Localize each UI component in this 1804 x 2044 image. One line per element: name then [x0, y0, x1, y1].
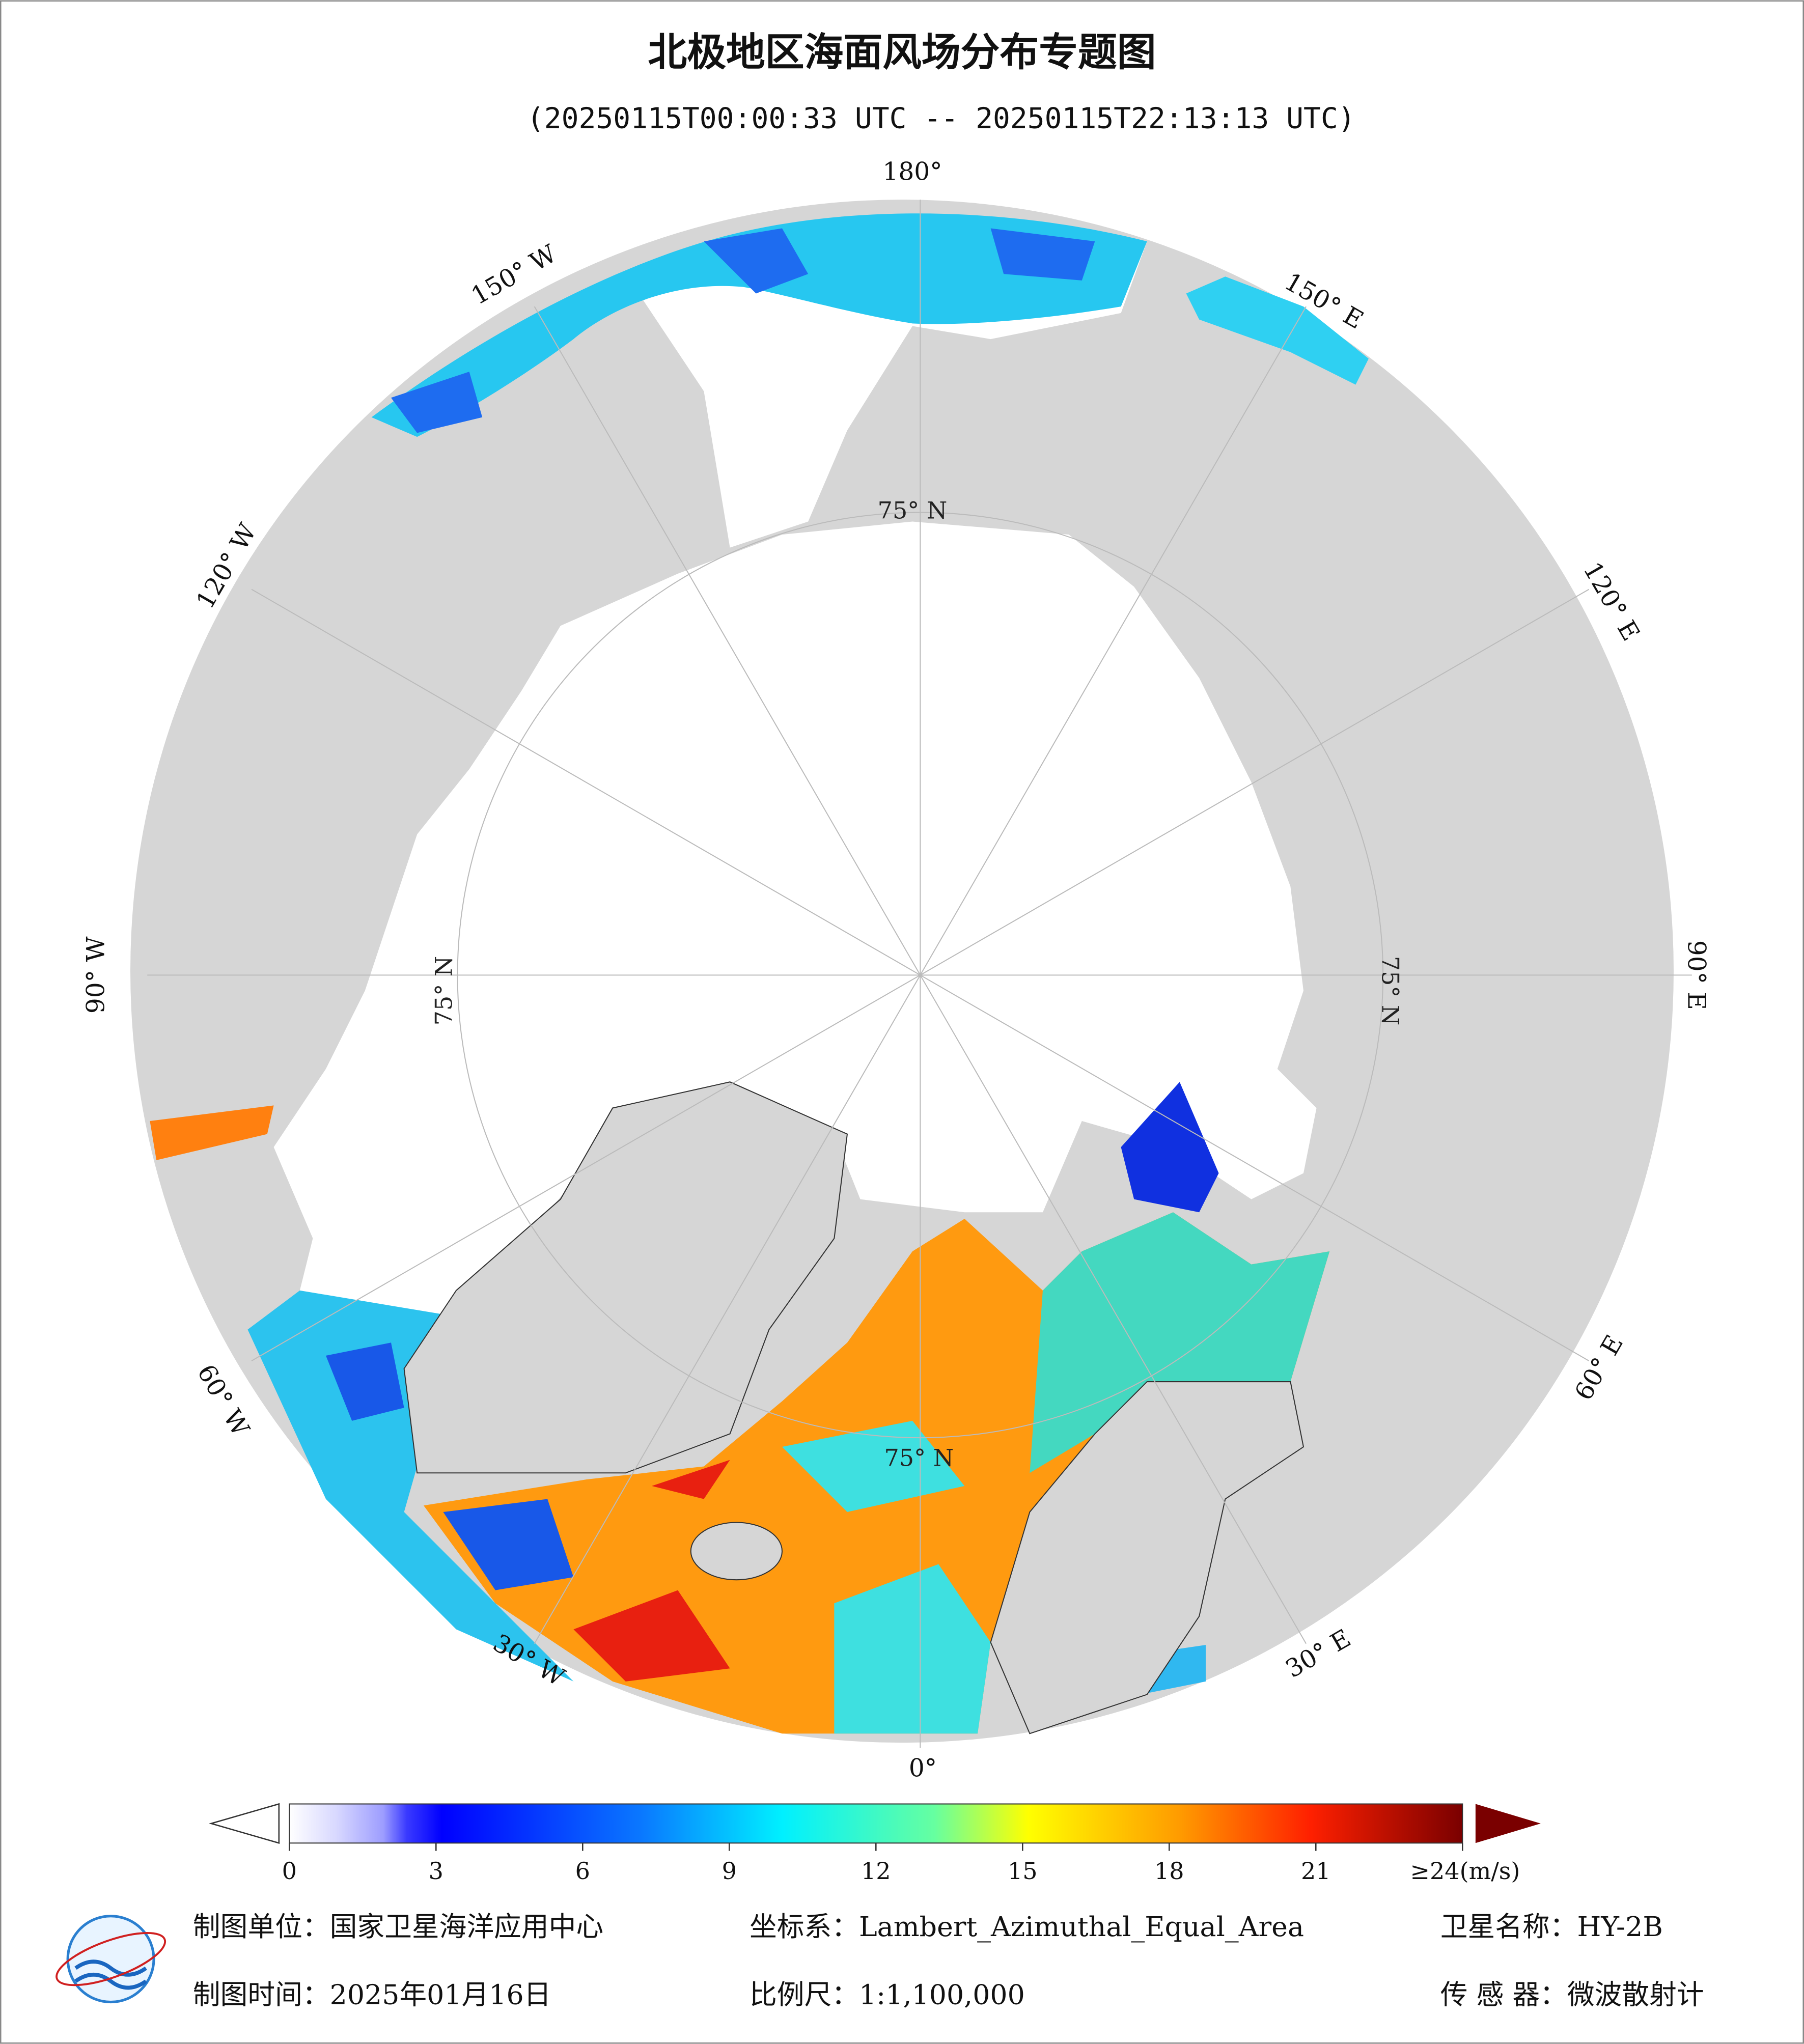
iceland — [690, 1522, 783, 1581]
lat-label: 75° N — [1376, 956, 1404, 1026]
greenland — [403, 1081, 848, 1474]
lon-label: 0° — [909, 1754, 937, 1782]
lat-label: 75° N — [884, 1444, 954, 1472]
graticule — [147, 200, 1692, 1748]
title: 北极地区海面风场分布专题图 — [648, 30, 1156, 75]
lon-label: 180° — [882, 157, 942, 186]
footer-scale: 比例尺：1:1,100,000 — [750, 1978, 1025, 2010]
wind-barents — [1030, 1212, 1330, 1473]
logo — [55, 1915, 166, 2004]
colorbar-tick-label: 0 — [282, 1857, 297, 1885]
colorbar-min-arrow — [209, 1803, 280, 1844]
lon-label: 90° E — [1682, 940, 1710, 1010]
scandinavia — [990, 1381, 1305, 1734]
footer-satellite: 卫星名称：HY-2B — [1440, 1911, 1663, 1943]
wind-labrador-low — [325, 1342, 574, 1590]
colorbar-tick-label: 21 — [1301, 1857, 1331, 1885]
footer: 制图单位：国家卫星海洋应用中心 坐标系：Lambert_Azimuthal_Eq… — [55, 1911, 1704, 2010]
colorbar-tick-label: ≥24(m/s) — [1410, 1857, 1520, 1885]
wind-high — [573, 1460, 730, 1682]
lat-label: 75° N — [878, 497, 948, 524]
lat-label: 75° N — [430, 956, 458, 1026]
wind-kara — [1121, 1082, 1219, 1213]
footer-coord: 坐标系：Lambert_Azimuthal_Equal_Area — [750, 1911, 1304, 1943]
wind-okhotsk — [1186, 276, 1369, 385]
colorbar-tick-label: 3 — [429, 1857, 443, 1885]
wind-labrador — [247, 1290, 574, 1682]
wind-norwegian — [782, 1420, 991, 1734]
map — [130, 200, 1692, 1748]
lon-label: 90° W — [81, 937, 110, 1014]
colorbar: 0 3 6 9 12 15 18 21 ≥24(m/s) — [209, 1803, 1541, 1885]
colorbar-tick-label: 18 — [1154, 1857, 1184, 1885]
colorbar-tick-label: 9 — [722, 1857, 737, 1885]
colorbar-bar — [289, 1803, 1463, 1844]
footer-date: 制图时间：2025年01月16日 — [193, 1978, 551, 2010]
wind-hudson — [150, 1105, 274, 1160]
colorbar-tick-label: 15 — [1008, 1857, 1038, 1885]
subtitle: (20250115T00:00:33 UTC -- 20250115T22:13… — [527, 102, 1355, 135]
colorbar-max-arrow — [1475, 1804, 1541, 1843]
footer-sensor: 传 感 器：微波散射计 — [1440, 1978, 1704, 2010]
wind-pacific — [371, 213, 1147, 437]
wind-pacific-low — [391, 228, 1095, 433]
colorbar-tick-label: 12 — [861, 1857, 891, 1885]
latitude-labels: 75° N 75° N 75° N 75° N — [430, 497, 1404, 1472]
footer-unit: 制图单位：国家卫星海洋应用中心 — [193, 1911, 603, 1943]
colorbar-tick-label: 6 — [575, 1857, 590, 1885]
